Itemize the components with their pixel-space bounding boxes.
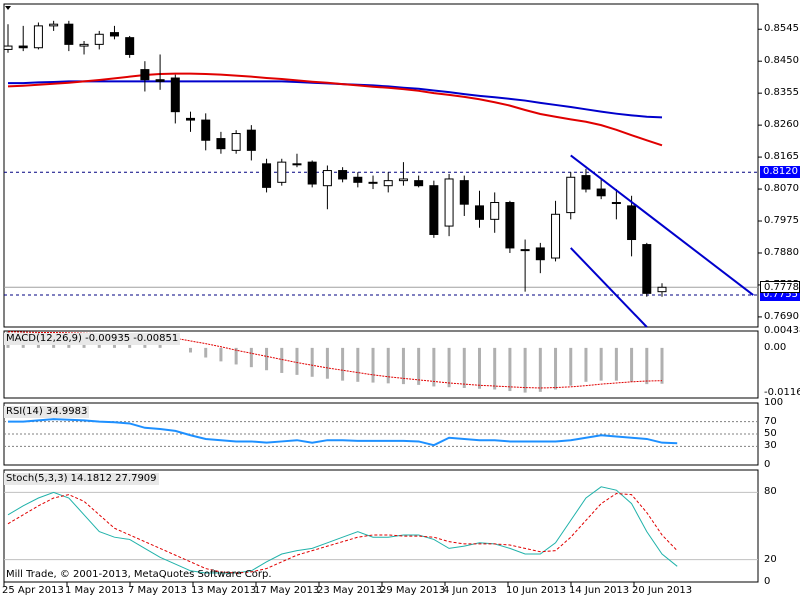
time-axis-label: 10 Jun 2013 bbox=[506, 585, 567, 596]
time-axis-label: 17 May 2013 bbox=[254, 585, 320, 596]
price-level-tag: 0.8120 bbox=[760, 166, 800, 179]
time-axis-label: 4 Jun 2013 bbox=[443, 585, 497, 596]
bearish-candle bbox=[414, 180, 424, 187]
bearish-candle bbox=[246, 129, 256, 151]
bearish-candle bbox=[429, 185, 439, 235]
bullish-candle bbox=[383, 180, 393, 187]
bullish-candle bbox=[611, 202, 621, 205]
bearish-candle bbox=[474, 205, 484, 220]
bearish-candle bbox=[627, 205, 637, 241]
time-axis-label: 13 May 2013 bbox=[191, 585, 257, 596]
bullish-candle bbox=[444, 178, 454, 227]
time-axis-label: 14 Jun 2013 bbox=[569, 585, 630, 596]
macd-axis-label: 0.00438 bbox=[764, 325, 800, 336]
bullish-candle bbox=[3, 45, 13, 50]
price-axis-label: 0.8355 bbox=[764, 87, 799, 99]
bullish-candle bbox=[79, 43, 89, 47]
bearish-candle bbox=[216, 138, 226, 150]
time-axis-label: 25 Apr 2013 bbox=[2, 585, 64, 596]
copyright-text: Mill Trade, © 2001-2013, MetaQuotes Soft… bbox=[6, 569, 272, 580]
bullish-candle bbox=[231, 133, 241, 151]
stoch-axis-label: 80 bbox=[764, 486, 777, 498]
stoch-axis-label: 0 bbox=[764, 576, 771, 587]
bullish-candle bbox=[33, 25, 43, 49]
bearish-candle bbox=[353, 176, 363, 183]
stoch-title: Stoch(5,3,3) 14.1812 27.7909 bbox=[4, 473, 159, 485]
chart-shift-marker bbox=[5, 6, 11, 10]
macd-axis-label: -0.01163 bbox=[764, 386, 800, 398]
price-axis-label: 0.8260 bbox=[764, 119, 799, 131]
bullish-candle bbox=[292, 163, 302, 166]
bearish-candle bbox=[338, 170, 348, 180]
price-axis-label: 0.8450 bbox=[764, 55, 799, 67]
bullish-candle bbox=[551, 213, 561, 259]
time-axis-label: 29 May 2013 bbox=[380, 585, 446, 596]
stoch-axis-label: 20 bbox=[764, 553, 777, 565]
bearish-candle bbox=[64, 23, 74, 45]
bearish-candle bbox=[459, 180, 469, 205]
bullish-candle bbox=[277, 161, 287, 183]
time-axis-label: 7 May 2013 bbox=[128, 585, 187, 596]
rsi-line bbox=[8, 418, 678, 447]
bullish-candle bbox=[566, 176, 576, 214]
time-axis-label: 20 Jun 2013 bbox=[632, 585, 693, 596]
bullish-candle bbox=[322, 170, 332, 187]
price-axis-label: 0.7690 bbox=[764, 310, 799, 322]
price-axis-label: 0.8070 bbox=[764, 183, 799, 195]
bearish-candle bbox=[170, 77, 180, 113]
time-axis-label: 1 May 2013 bbox=[65, 585, 124, 596]
rsi-axis-label: 70 bbox=[764, 415, 777, 427]
bearish-candle bbox=[642, 244, 652, 294]
price-level-tag: 0.7778 bbox=[760, 281, 800, 294]
bearish-candle bbox=[186, 117, 196, 121]
channel-upper-line bbox=[570, 154, 754, 296]
bearish-candle bbox=[109, 32, 119, 37]
bearish-candle bbox=[155, 79, 165, 82]
bearish-candle bbox=[505, 202, 515, 249]
macd-axis-label: 0.00 bbox=[764, 341, 787, 353]
bullish-candle bbox=[657, 286, 667, 293]
bullish-candle bbox=[520, 249, 530, 252]
bullish-candle bbox=[490, 202, 500, 220]
bullish-candle bbox=[398, 178, 408, 182]
bearish-candle bbox=[307, 161, 317, 185]
rsi-title: RSI(14) 34.9983 bbox=[4, 406, 90, 418]
time-axis-label: 23 May 2013 bbox=[317, 585, 383, 596]
bullish-candle bbox=[94, 33, 104, 45]
bearish-candle bbox=[125, 37, 135, 55]
bearish-candle bbox=[201, 119, 211, 141]
bullish-candle bbox=[368, 181, 378, 184]
price-axis-label: 0.7975 bbox=[764, 215, 799, 227]
bearish-candle bbox=[140, 69, 150, 81]
rsi-axis-label: 50 bbox=[764, 428, 777, 439]
bullish-candle bbox=[49, 23, 59, 27]
rsi-axis-label: 0 bbox=[764, 459, 771, 470]
price-axis-label: 0.8545 bbox=[764, 23, 799, 35]
rsi-axis-label: 30 bbox=[764, 440, 777, 452]
stoch-main-line bbox=[7, 486, 678, 574]
rsi-axis-label: 100 bbox=[764, 397, 784, 408]
bearish-candle bbox=[596, 188, 606, 197]
bearish-candle bbox=[535, 247, 545, 261]
macd-title: MACD(12,26,9) -0.00935 -0.00851 bbox=[4, 333, 181, 345]
price-axis-label: 0.8165 bbox=[764, 151, 799, 163]
channel-lower-line bbox=[570, 247, 648, 328]
pane-stoch-frame bbox=[3, 469, 759, 583]
price-axis-label: 0.7880 bbox=[764, 246, 799, 258]
moving-average-line bbox=[7, 72, 663, 147]
bearish-candle bbox=[262, 163, 272, 188]
bearish-candle bbox=[581, 175, 591, 190]
bearish-candle bbox=[18, 45, 28, 49]
stoch-signal-line bbox=[7, 493, 678, 574]
